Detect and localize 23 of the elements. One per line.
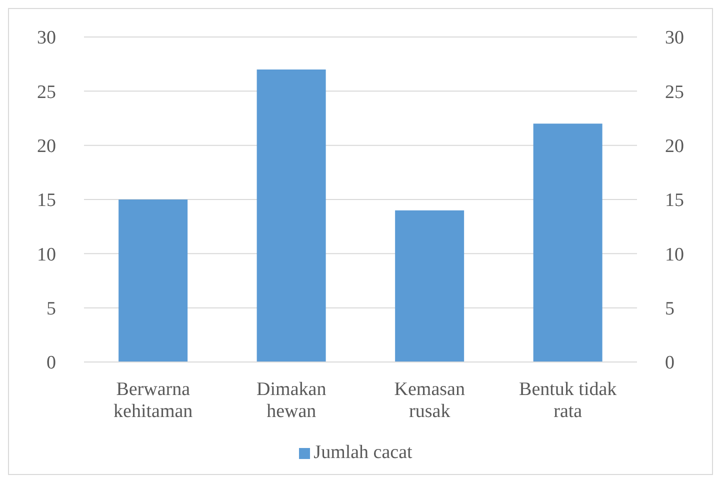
y2-tick-label: 0 bbox=[665, 352, 674, 374]
y-tick-label: 15 bbox=[37, 190, 56, 212]
y2-tick-label: 20 bbox=[665, 136, 684, 158]
bar bbox=[395, 210, 464, 362]
y2-tick-label: 10 bbox=[665, 244, 684, 266]
x-tick-label: Dimakan hewan bbox=[256, 379, 327, 422]
y-tick-label: 0 bbox=[46, 352, 56, 374]
y2-tick-label: 5 bbox=[665, 298, 674, 320]
y2-tick-label: 25 bbox=[665, 82, 684, 103]
bar bbox=[118, 200, 188, 362]
x-tick-label: Berwarna kehitaman bbox=[114, 379, 194, 422]
y-tick-label: 30 bbox=[37, 28, 56, 49]
legend-label: Jumlah cacat bbox=[314, 442, 412, 463]
y2-tick-label: 15 bbox=[665, 190, 684, 212]
bar bbox=[256, 70, 326, 362]
y-tick-label: 5 bbox=[46, 298, 56, 320]
bar bbox=[533, 124, 602, 362]
y-tick-label: 10 bbox=[37, 244, 56, 266]
x-tick-label: Kemasan rusak bbox=[394, 379, 466, 422]
y-tick-label: 20 bbox=[37, 136, 56, 158]
y-tick-label: 25 bbox=[37, 82, 56, 103]
y2-tick-label: 30 bbox=[665, 28, 684, 49]
x-tick-label: Bentuk tidak rata bbox=[519, 379, 618, 422]
